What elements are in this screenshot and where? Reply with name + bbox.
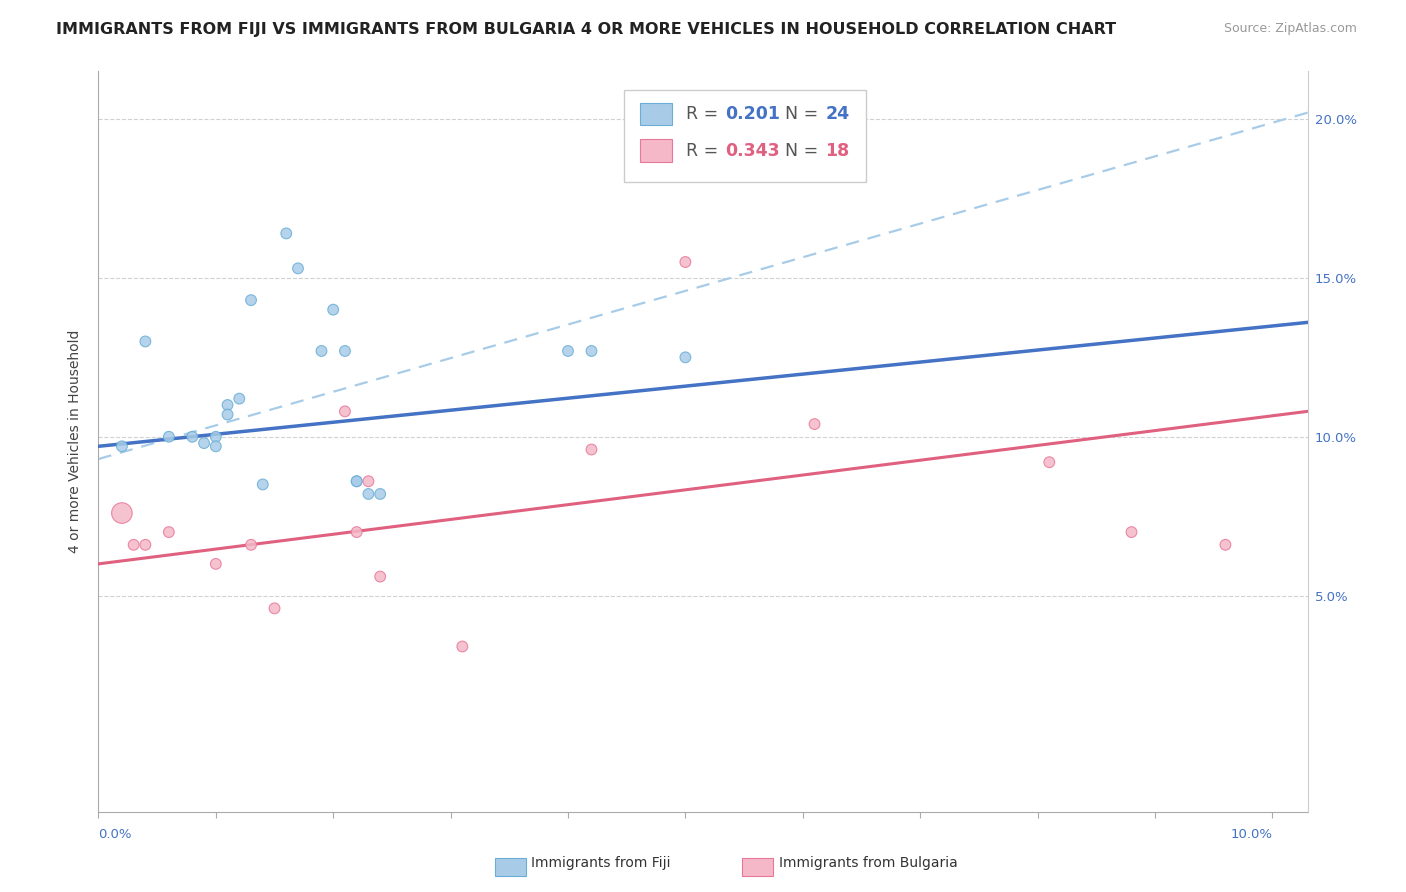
Point <box>217 398 239 412</box>
Point <box>1038 455 1060 469</box>
Point <box>111 506 134 520</box>
Text: 24: 24 <box>825 105 849 123</box>
Text: R =: R = <box>686 142 724 160</box>
Text: 10.0%: 10.0% <box>1230 828 1272 840</box>
Point <box>1215 538 1237 552</box>
Point <box>451 640 474 654</box>
Point <box>252 477 274 491</box>
Point <box>333 343 356 358</box>
Text: Immigrants from Fiji: Immigrants from Fiji <box>531 856 671 871</box>
Point <box>581 343 603 358</box>
Text: Immigrants from Bulgaria: Immigrants from Bulgaria <box>779 856 957 871</box>
Point <box>357 475 380 489</box>
FancyBboxPatch shape <box>640 103 672 126</box>
Point <box>240 538 263 552</box>
Point <box>217 408 239 422</box>
Point <box>263 601 285 615</box>
Point <box>1121 525 1143 540</box>
Point <box>181 430 204 444</box>
Point <box>111 439 134 453</box>
Text: 0.201: 0.201 <box>724 105 780 123</box>
Point <box>240 293 263 307</box>
FancyBboxPatch shape <box>624 90 866 183</box>
Point <box>346 475 368 489</box>
Point <box>673 351 696 365</box>
Point <box>122 538 145 552</box>
Point <box>157 430 180 444</box>
Point <box>581 442 603 457</box>
Text: 18: 18 <box>825 142 849 160</box>
Point <box>276 227 298 241</box>
Point <box>157 525 180 540</box>
Y-axis label: 4 or more Vehicles in Household: 4 or more Vehicles in Household <box>69 330 83 553</box>
Text: 0.0%: 0.0% <box>98 828 132 840</box>
Text: N =: N = <box>785 142 824 160</box>
Text: IMMIGRANTS FROM FIJI VS IMMIGRANTS FROM BULGARIA 4 OR MORE VEHICLES IN HOUSEHOLD: IMMIGRANTS FROM FIJI VS IMMIGRANTS FROM … <box>56 22 1116 37</box>
Point <box>673 255 696 269</box>
Point <box>204 557 226 571</box>
Point <box>134 538 156 552</box>
Point <box>204 439 226 453</box>
Point <box>368 569 391 583</box>
Point <box>134 334 156 349</box>
Point <box>346 525 368 540</box>
FancyBboxPatch shape <box>640 139 672 161</box>
Point <box>193 436 215 450</box>
Text: 0.343: 0.343 <box>724 142 779 160</box>
Point <box>346 475 368 489</box>
Point <box>287 261 309 276</box>
Point <box>803 417 825 431</box>
Point <box>368 487 391 501</box>
Point <box>204 430 226 444</box>
Point <box>228 392 250 406</box>
Point <box>357 487 380 501</box>
Text: N =: N = <box>785 105 824 123</box>
Point <box>322 302 344 317</box>
Text: Source: ZipAtlas.com: Source: ZipAtlas.com <box>1223 22 1357 36</box>
Point <box>311 343 333 358</box>
Point <box>333 404 356 418</box>
Point <box>557 343 579 358</box>
Text: R =: R = <box>686 105 724 123</box>
